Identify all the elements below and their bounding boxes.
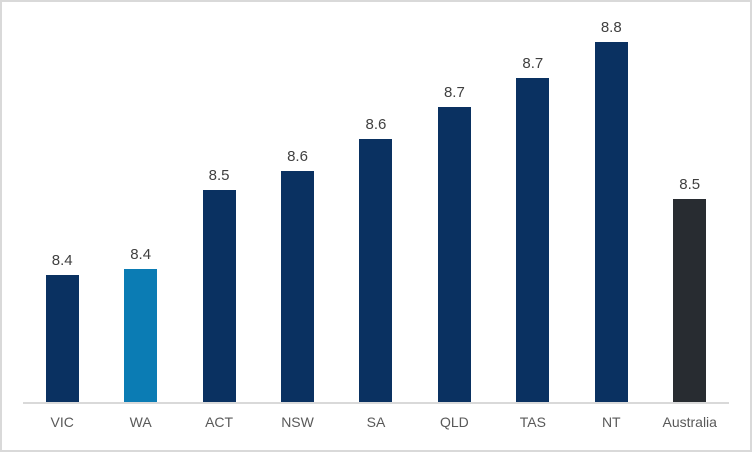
- bar-column: 8.6: [258, 2, 336, 402]
- bar-column: 8.4: [101, 2, 179, 402]
- x-axis-label: NT: [601, 414, 621, 430]
- bar: [281, 171, 315, 402]
- bar-value-label: 8.6: [287, 148, 308, 165]
- bar-value-label: 8.5: [208, 167, 230, 184]
- x-axis-label: WA: [129, 414, 152, 430]
- x-axis-line: [23, 402, 729, 404]
- bar-value-label: 8.4: [130, 246, 152, 263]
- x-axis-label: VIC: [50, 414, 74, 430]
- bar-column: 8.8: [572, 2, 650, 402]
- bar-column: 8.7: [415, 2, 493, 402]
- bar-value-label: 8.7: [522, 55, 544, 72]
- bar: [516, 78, 550, 402]
- x-axis-label: ACT: [205, 414, 234, 430]
- bar-column: 8.6: [337, 2, 415, 402]
- x-axis-label: QLD: [440, 414, 469, 430]
- bar-column: 8.5: [651, 2, 729, 402]
- bar: [673, 199, 707, 402]
- plot-area: 8.4 8.4 8.5 8.6 8.6 8.7 8.7 8.8 8.5: [23, 2, 729, 402]
- bar: [359, 139, 393, 402]
- bar-column: 8.5: [180, 2, 258, 402]
- bar-column: 8.7: [494, 2, 572, 402]
- bar: [124, 269, 158, 402]
- x-axis-label: NSW: [281, 414, 314, 430]
- x-axis-labels: VIC WA ACT NSW SA QLD TAS NT Australia: [23, 414, 729, 430]
- bar-value-label: 8.8: [600, 19, 622, 36]
- bar-value-label: 8.4: [51, 252, 73, 269]
- bar-value-label: 8.5: [679, 176, 701, 193]
- bar-column: 8.4: [23, 2, 101, 402]
- x-axis-label: SA: [366, 414, 386, 430]
- bar: [594, 42, 628, 402]
- bar: [202, 190, 236, 402]
- x-axis-label: Australia: [662, 414, 717, 430]
- bar-value-label: 8.7: [443, 84, 465, 101]
- bar-value-label: 8.6: [365, 116, 387, 133]
- bar: [437, 107, 471, 402]
- bar: [45, 275, 79, 402]
- x-axis-label: TAS: [519, 414, 546, 430]
